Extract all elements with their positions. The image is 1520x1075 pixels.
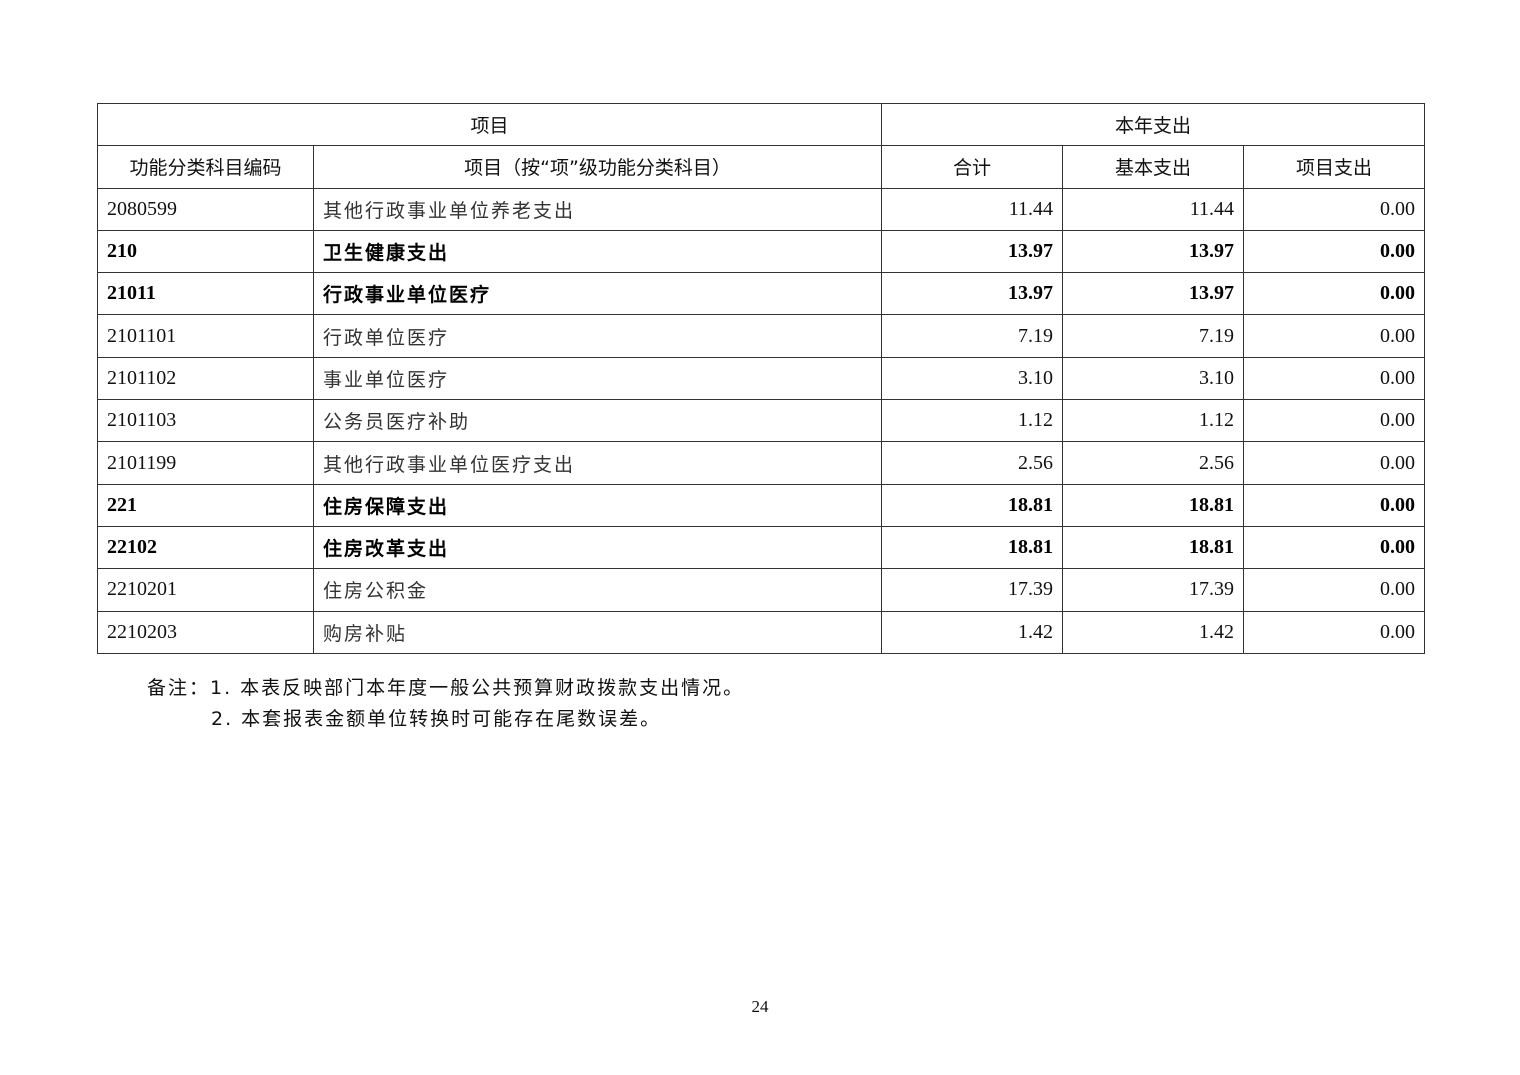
cell-basic: 7.19: [1062, 314, 1245, 358]
cell-project: 0.00: [1243, 441, 1426, 485]
cell-total: 3.10: [881, 356, 1064, 401]
cell-project: 0.00: [1243, 229, 1426, 274]
table-row: 2210201 住房公积金 17.39 17.39 0.00: [97, 568, 1426, 612]
cell-basic: 13.97: [1062, 229, 1245, 274]
cell-total: 11.44: [881, 187, 1064, 231]
table-row: 2080599 其他行政事业单位养老支出 11.44 11.44 0.00: [97, 187, 1426, 231]
cell-name: 其他行政事业单位养老支出: [312, 187, 883, 231]
cell-project: 0.00: [1243, 187, 1426, 231]
cell-name: 购房补贴: [312, 610, 883, 654]
note-1: 备注：1. 本表反映部门本年度一般公共预算财政拨款支出情况。: [147, 677, 745, 699]
cell-total: 1.42: [881, 610, 1064, 654]
cell-basic: 17.39: [1062, 568, 1245, 612]
cell-code: 2210203: [97, 610, 314, 654]
cell-basic: 1.12: [1062, 399, 1245, 443]
note-2: 2. 本套报表金额单位转换时可能存在尾数误差。: [211, 708, 662, 730]
cell-total: 18.81: [881, 525, 1064, 570]
cell-project: 0.00: [1243, 399, 1426, 443]
cell-name: 行政事业单位医疗: [312, 272, 883, 316]
cell-basic: 18.81: [1062, 525, 1245, 570]
cell-name: 住房改革支出: [312, 525, 883, 570]
cell-code: 2101101: [97, 314, 314, 358]
table-row: 2101102 事业单位医疗 3.10 3.10 0.00: [97, 356, 1426, 401]
cell-basic: 18.81: [1062, 483, 1245, 527]
table-row: 2101199 其他行政事业单位医疗支出 2.56 2.56 0.00: [97, 441, 1426, 485]
header-basic: 基本支出: [1062, 145, 1245, 189]
table-row: 210 卫生健康支出 13.97 13.97 0.00: [97, 229, 1426, 274]
table-row: 2101101 行政单位医疗 7.19 7.19 0.00: [97, 314, 1426, 358]
cell-basic: 1.42: [1062, 610, 1245, 654]
table-row: 2101103 公务员医疗补助 1.12 1.12 0.00: [97, 399, 1426, 443]
header-total: 合计: [881, 145, 1064, 189]
table-row: 22102 住房改革支出 18.81 18.81 0.00: [97, 525, 1426, 570]
cell-basic: 13.97: [1062, 272, 1245, 316]
header-project: 项目支出: [1243, 145, 1426, 189]
cell-total: 2.56: [881, 441, 1064, 485]
cell-code: 210: [97, 229, 314, 274]
cell-name: 卫生健康支出: [312, 229, 883, 274]
cell-total: 13.97: [881, 272, 1064, 316]
cell-code: 22102: [97, 525, 314, 570]
header-code: 功能分类科目编码: [97, 145, 314, 189]
table-row: 221 住房保障支出 18.81 18.81 0.00: [97, 483, 1426, 527]
cell-basic: 3.10: [1062, 356, 1245, 401]
cell-basic: 11.44: [1062, 187, 1245, 231]
header-current-year-expenditure: 本年支出: [881, 102, 1426, 147]
expenditure-table: 项目 本年支出 功能分类科目编码 项目（按“项”级功能分类科目） 合计 基本支出…: [96, 102, 1426, 654]
cell-total: 7.19: [881, 314, 1064, 358]
cell-project: 0.00: [1243, 314, 1426, 358]
table-row: 21011 行政事业单位医疗 13.97 13.97 0.00: [97, 272, 1426, 316]
cell-project: 0.00: [1243, 356, 1426, 401]
cell-total: 13.97: [881, 229, 1064, 274]
cell-code: 2101103: [97, 399, 314, 443]
cell-code: 2080599: [97, 187, 314, 231]
cell-total: 18.81: [881, 483, 1064, 527]
cell-project: 0.00: [1243, 568, 1426, 612]
notes: 备注：1. 本表反映部门本年度一般公共预算财政拨款支出情况。 2. 本套报表金额…: [147, 673, 744, 735]
cell-basic: 2.56: [1062, 441, 1245, 485]
cell-code: 21011: [97, 272, 314, 316]
cell-code: 221: [97, 483, 314, 527]
cell-project: 0.00: [1243, 483, 1426, 527]
cell-name: 事业单位医疗: [312, 356, 883, 401]
table-row: 2210203 购房补贴 1.42 1.42 0.00: [97, 610, 1426, 654]
cell-code: 2210201: [97, 568, 314, 612]
cell-project: 0.00: [1243, 525, 1426, 570]
cell-name: 其他行政事业单位医疗支出: [312, 441, 883, 485]
header-item: 项目（按“项”级功能分类科目）: [312, 145, 883, 189]
cell-name: 行政单位医疗: [312, 314, 883, 358]
page-number: 24: [751, 997, 769, 1016]
cell-project: 0.00: [1243, 272, 1426, 316]
cell-code: 2101102: [97, 356, 314, 401]
cell-project: 0.00: [1243, 610, 1426, 654]
cell-total: 1.12: [881, 399, 1064, 443]
cell-total: 17.39: [881, 568, 1064, 612]
cell-name: 住房公积金: [312, 568, 883, 612]
cell-code: 2101199: [97, 441, 314, 485]
header-group-row: 项目 本年支出: [96, 102, 1426, 147]
header-row: 功能分类科目编码 项目（按“项”级功能分类科目） 合计 基本支出 项目支出: [97, 145, 1426, 189]
cell-name: 公务员医疗补助: [312, 399, 883, 443]
cell-name: 住房保障支出: [312, 483, 883, 527]
header-project-group: 项目: [96, 102, 883, 147]
